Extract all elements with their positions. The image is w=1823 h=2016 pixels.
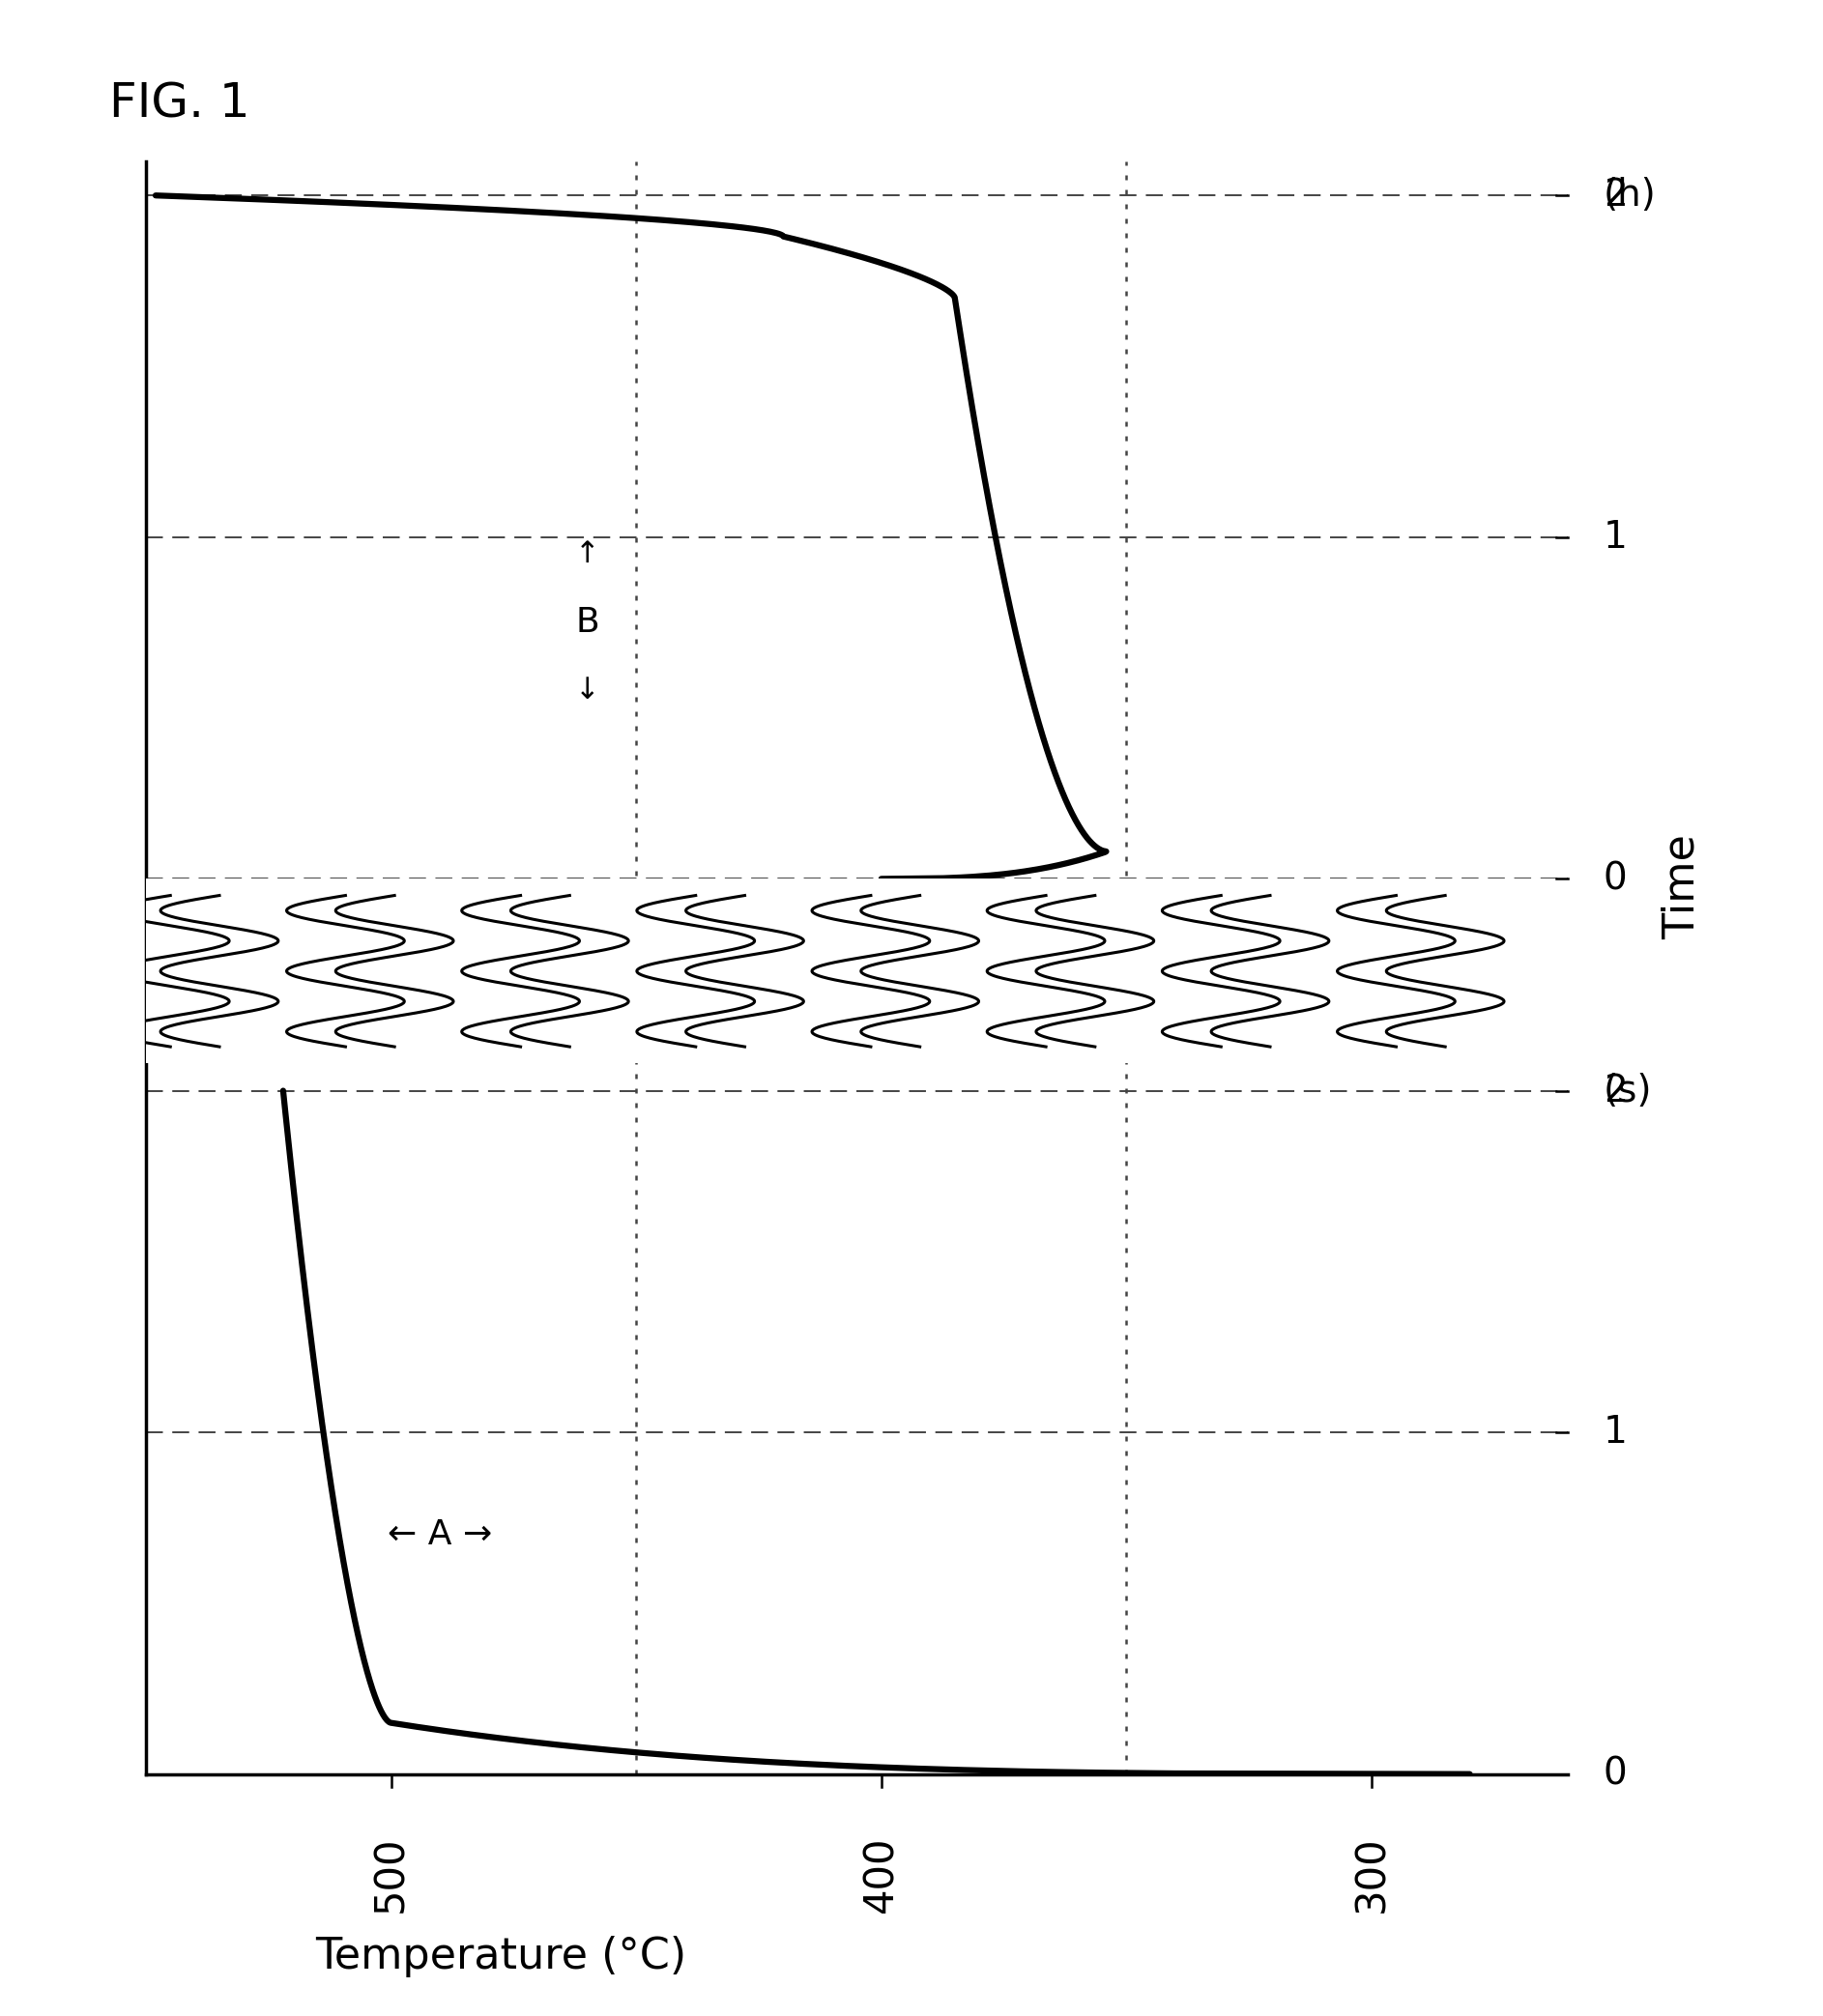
- Text: 2: 2: [1604, 177, 1628, 214]
- Text: 0: 0: [1604, 1756, 1628, 1792]
- Text: 300: 300: [1351, 1835, 1393, 1913]
- Text: Temperature (°C): Temperature (°C): [315, 1935, 687, 1978]
- Text: 1: 1: [1604, 1413, 1628, 1452]
- Text: 0: 0: [1604, 861, 1628, 897]
- Text: 1: 1: [1604, 518, 1628, 556]
- Text: ↓: ↓: [574, 677, 600, 706]
- Text: B: B: [576, 607, 600, 639]
- Text: (s): (s): [1604, 1073, 1652, 1109]
- Text: (h): (h): [1604, 177, 1657, 214]
- Text: ↑: ↑: [574, 540, 600, 569]
- Bar: [146, 879, 1568, 1062]
- Text: 2: 2: [1604, 1073, 1628, 1109]
- Text: Time: Time: [1661, 835, 1703, 939]
- Text: 400: 400: [860, 1835, 902, 1913]
- Text: 500: 500: [370, 1835, 412, 1913]
- Text: ← A →: ← A →: [388, 1518, 492, 1552]
- Text: FIG. 1: FIG. 1: [109, 81, 250, 127]
